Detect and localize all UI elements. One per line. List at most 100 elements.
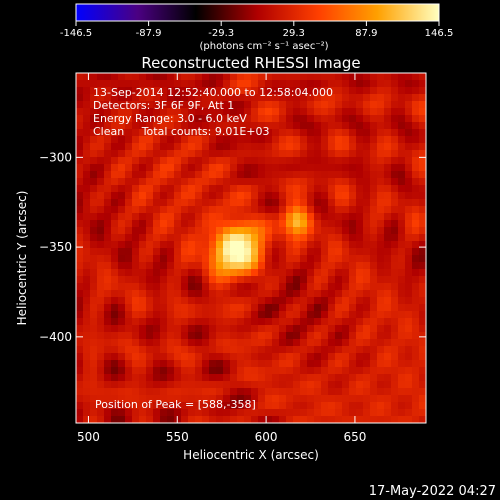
heatmap-cell [132,199,140,207]
heatmap-cell [167,360,175,368]
heatmap-cell [223,339,231,347]
heatmap-cell [111,346,119,354]
heatmap-cell [90,157,98,165]
heatmap-cell [321,241,329,249]
heatmap-cell [216,290,224,298]
heatmap-cell [230,136,238,144]
heatmap-cell [321,122,329,130]
heatmap-cell [244,136,252,144]
heatmap-cell [202,325,210,333]
heatmap-cell [230,388,238,396]
heatmap-cell [314,402,322,410]
heatmap-cell [293,227,301,235]
heatmap-cell [279,241,287,249]
heatmap-cell [342,269,350,277]
footer-timestamp: 17-May-2022 04:27 [369,484,496,499]
heatmap-cell [286,129,294,137]
heatmap-cell [286,143,294,151]
heatmap-cell [139,346,147,354]
heatmap-cell [314,276,322,284]
heatmap-cell [251,297,259,305]
heatmap-cell [195,416,203,423]
heatmap-cell [307,150,315,158]
heatmap-cell [237,409,245,417]
heatmap-cell [300,164,308,172]
heatmap-cell [83,332,91,340]
heatmap-cell [139,290,147,298]
heatmap-cell [258,213,266,221]
heatmap-cell [90,80,98,88]
heatmap-cell [265,290,273,298]
heatmap-cell [307,283,315,291]
heatmap-cell [258,339,266,347]
heatmap-cell [111,143,119,151]
heatmap-cell [342,171,350,179]
heatmap-cell [272,213,280,221]
heatmap-cell [146,395,154,403]
heatmap-cell [146,101,154,109]
heatmap-cell [188,339,196,347]
heatmap-cell [265,388,273,396]
heatmap-cell [391,192,399,200]
heatmap-cell [174,332,182,340]
heatmap-cell [342,311,350,319]
heatmap-cell [202,94,210,102]
heatmap-cell [251,353,259,361]
heatmap-cell [132,150,140,158]
heatmap-cell [384,353,392,361]
heatmap-cell [279,318,287,326]
heatmap-cell [391,143,399,151]
heatmap-cell [160,185,168,193]
heatmap-cell [237,157,245,165]
heatmap-cell [300,269,308,277]
heatmap-cell [244,94,252,102]
heatmap-cell [153,157,161,165]
heatmap-cell [349,178,357,186]
heatmap-cell [258,297,266,305]
heatmap-cell [83,220,91,228]
heatmap-cell [419,332,426,340]
heatmap-cell [146,304,154,312]
heatmap-cell [370,388,378,396]
heatmap-cell [398,164,406,172]
heatmap-cell [293,248,301,256]
heatmap-cell [132,325,140,333]
heatmap-cell [202,332,210,340]
heatmap-cell [412,101,420,109]
heatmap-cell [111,129,119,137]
heatmap-cell [139,255,147,263]
heatmap-cell [195,262,203,270]
heatmap-cell [223,178,231,186]
heatmap-cell [342,248,350,256]
heatmap-cell [153,122,161,130]
heatmap-cell [293,80,301,88]
heatmap-cell [356,185,364,193]
heatmap-cell [349,171,357,179]
heatmap-cell [384,346,392,354]
heatmap-cell [195,339,203,347]
heatmap-cell [111,94,119,102]
heatmap-cell [335,206,343,214]
heatmap-cell [97,101,105,109]
heatmap-cell [230,206,238,214]
heatmap-cell [139,136,147,144]
heatmap-cell [258,360,266,368]
heatmap-cell [314,269,322,277]
heatmap-cell [195,213,203,221]
heatmap-cell [230,276,238,284]
heatmap-cell [97,206,105,214]
heatmap-cell [307,381,315,389]
heatmap-cell [139,276,147,284]
heatmap-cell [328,402,336,410]
heatmap-cell [209,374,217,382]
heatmap-cell [125,227,133,235]
heatmap-cell [412,346,420,354]
heatmap-cell [279,311,287,319]
heatmap-cell [209,220,217,228]
heatmap-cell [258,185,266,193]
heatmap-cell [188,269,196,277]
heatmap-cell [391,262,399,270]
heatmap-cell [363,381,371,389]
heatmap-cell [139,157,147,165]
heatmap-cell [293,346,301,354]
